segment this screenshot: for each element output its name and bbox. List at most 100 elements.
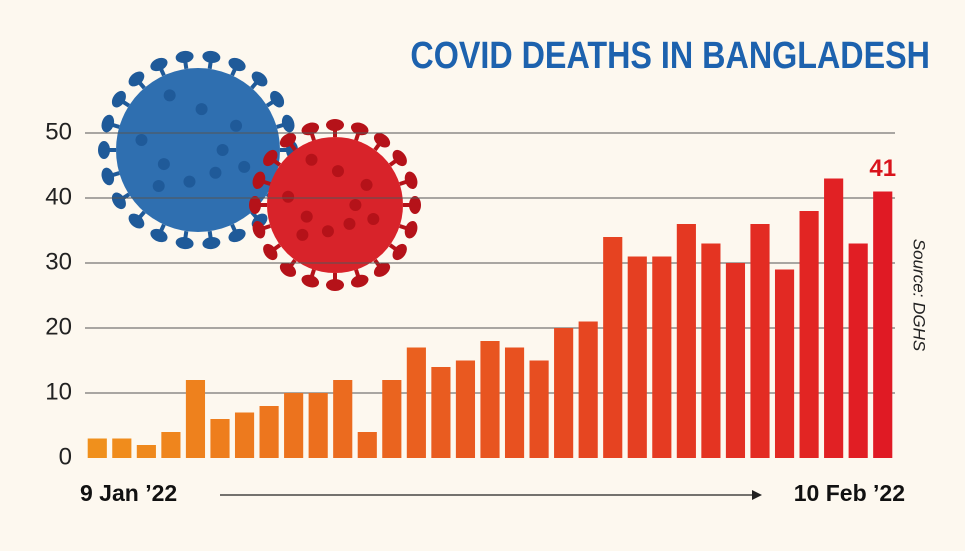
virus-spike-tip — [252, 171, 266, 190]
bar — [382, 380, 402, 458]
virus-dot — [360, 178, 373, 191]
virus-dot — [331, 165, 344, 178]
virus-dot — [163, 89, 176, 102]
virus-dot — [152, 180, 165, 193]
arrow-head — [752, 490, 762, 500]
virus-spike-tip — [404, 220, 418, 239]
virus-dot — [305, 153, 318, 166]
bar — [848, 243, 868, 458]
virus-dot — [216, 144, 229, 156]
bar — [185, 380, 206, 458]
virus-spike-tip — [128, 213, 145, 229]
virus-spike-tip — [301, 122, 320, 136]
virus-dot — [157, 158, 170, 171]
virus-spike-tip — [326, 119, 344, 131]
virus-spike-tip — [251, 71, 268, 87]
bar — [873, 191, 893, 458]
virus-illustration — [98, 50, 421, 291]
bar — [284, 393, 304, 458]
bar — [87, 438, 107, 458]
virus-dot — [209, 166, 222, 179]
virus-spike-tip — [392, 243, 407, 261]
y-tick-label: 50 — [45, 118, 72, 145]
bar — [308, 393, 328, 458]
virus-spike-tip — [101, 167, 115, 186]
virus-spike-tip — [101, 114, 115, 133]
virus-dot — [349, 199, 362, 211]
virus-dot — [238, 160, 251, 173]
y-tick-label: 20 — [45, 313, 72, 340]
bar — [136, 445, 156, 458]
virus-spike-tip — [279, 133, 297, 148]
virus-spike-tip — [263, 149, 278, 167]
virus-spike-tip — [281, 114, 295, 133]
virus-spike-tip — [373, 133, 391, 148]
y-tick-label: 10 — [45, 378, 72, 405]
bar — [603, 237, 623, 458]
chart-title: COVID DEATHS IN BANGLADESH — [410, 35, 930, 77]
bar — [701, 243, 721, 458]
virus-spike-tip — [175, 50, 194, 64]
virus-spike-tip — [98, 141, 110, 159]
bar — [529, 360, 549, 458]
virus-spike-tip — [350, 122, 369, 136]
data-label: 41 — [869, 155, 896, 182]
virus-spike-tip — [392, 149, 407, 167]
virus-spike-tip — [150, 57, 168, 72]
virus-spike-tip — [263, 243, 278, 261]
virus-spike-tip — [409, 196, 421, 214]
y-tick-label: 0 — [59, 443, 72, 470]
virus-dot — [195, 103, 208, 116]
y-tick-label: 30 — [45, 248, 72, 275]
bar — [357, 432, 377, 458]
bar — [480, 341, 500, 458]
bar — [210, 419, 230, 458]
bar — [725, 263, 746, 458]
virus-dot — [282, 190, 295, 203]
virus-spike-tip — [404, 171, 418, 190]
bar — [112, 438, 132, 458]
bar — [431, 367, 451, 458]
bar — [455, 360, 476, 458]
bar — [259, 406, 279, 458]
virus-spike-tip — [228, 57, 246, 72]
virus-spike-tip — [202, 236, 221, 250]
x-tick-label: 9 Jan ’22 — [80, 480, 177, 506]
bar — [824, 178, 844, 458]
bar — [504, 347, 525, 458]
virus-spike-tip — [252, 220, 266, 239]
x-tick-label: 10 Feb ’22 — [794, 480, 905, 506]
bar — [554, 328, 574, 458]
virus-spike-tip — [270, 90, 285, 108]
bar — [652, 256, 672, 458]
source-note: Source: DGHS — [910, 239, 929, 352]
y-tick-label: 40 — [45, 183, 72, 210]
bar — [799, 211, 819, 458]
virus-spike-tip — [350, 274, 369, 288]
virus-dot — [296, 228, 309, 241]
virus-dot — [135, 133, 148, 146]
virus-dot — [300, 210, 313, 223]
virus-spike-tip — [279, 262, 297, 277]
virus-spike-tip — [128, 71, 145, 87]
bar — [578, 321, 598, 458]
bar — [750, 224, 770, 458]
virus-dot — [230, 119, 243, 132]
virus-body — [267, 137, 403, 273]
virus-spike-tip — [150, 228, 168, 243]
virus-spike-tip — [228, 228, 246, 243]
bar — [161, 432, 181, 458]
virus-dot — [343, 217, 356, 230]
virus-spike-tip — [373, 262, 391, 277]
bar — [406, 347, 426, 458]
virus-dot — [321, 225, 334, 238]
virus-spike-tip — [175, 236, 194, 250]
bar — [627, 256, 647, 458]
virus-spike-tip — [111, 90, 126, 108]
virus-dot — [367, 213, 380, 226]
bar — [234, 412, 255, 458]
virus-dot — [183, 175, 196, 188]
bar — [333, 380, 353, 458]
